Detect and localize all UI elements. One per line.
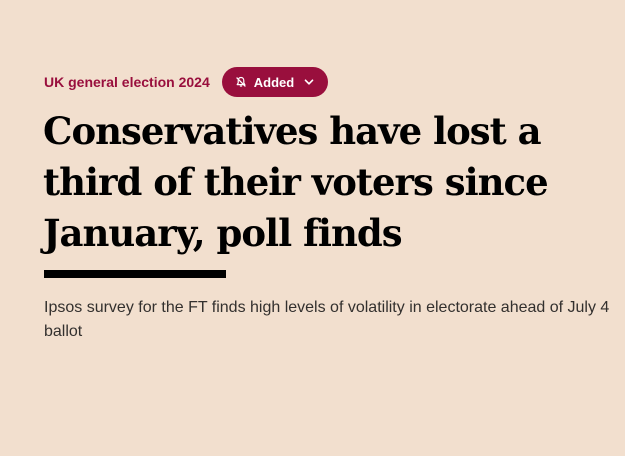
topic-link[interactable]: UK general election 2024	[44, 74, 210, 90]
follow-button-label: Added	[253, 74, 295, 90]
headline: Conservatives have lost a third of their…	[43, 109, 549, 255]
topic-row: UK general election 2024 Added	[44, 67, 329, 97]
bell-off-icon	[234, 75, 248, 89]
chevron-down-icon	[302, 75, 316, 89]
headline-divider	[44, 270, 226, 278]
follow-topic-button[interactable]: Added	[221, 67, 329, 97]
standfirst: Ipsos survey for the FT finds high level…	[44, 299, 610, 340]
